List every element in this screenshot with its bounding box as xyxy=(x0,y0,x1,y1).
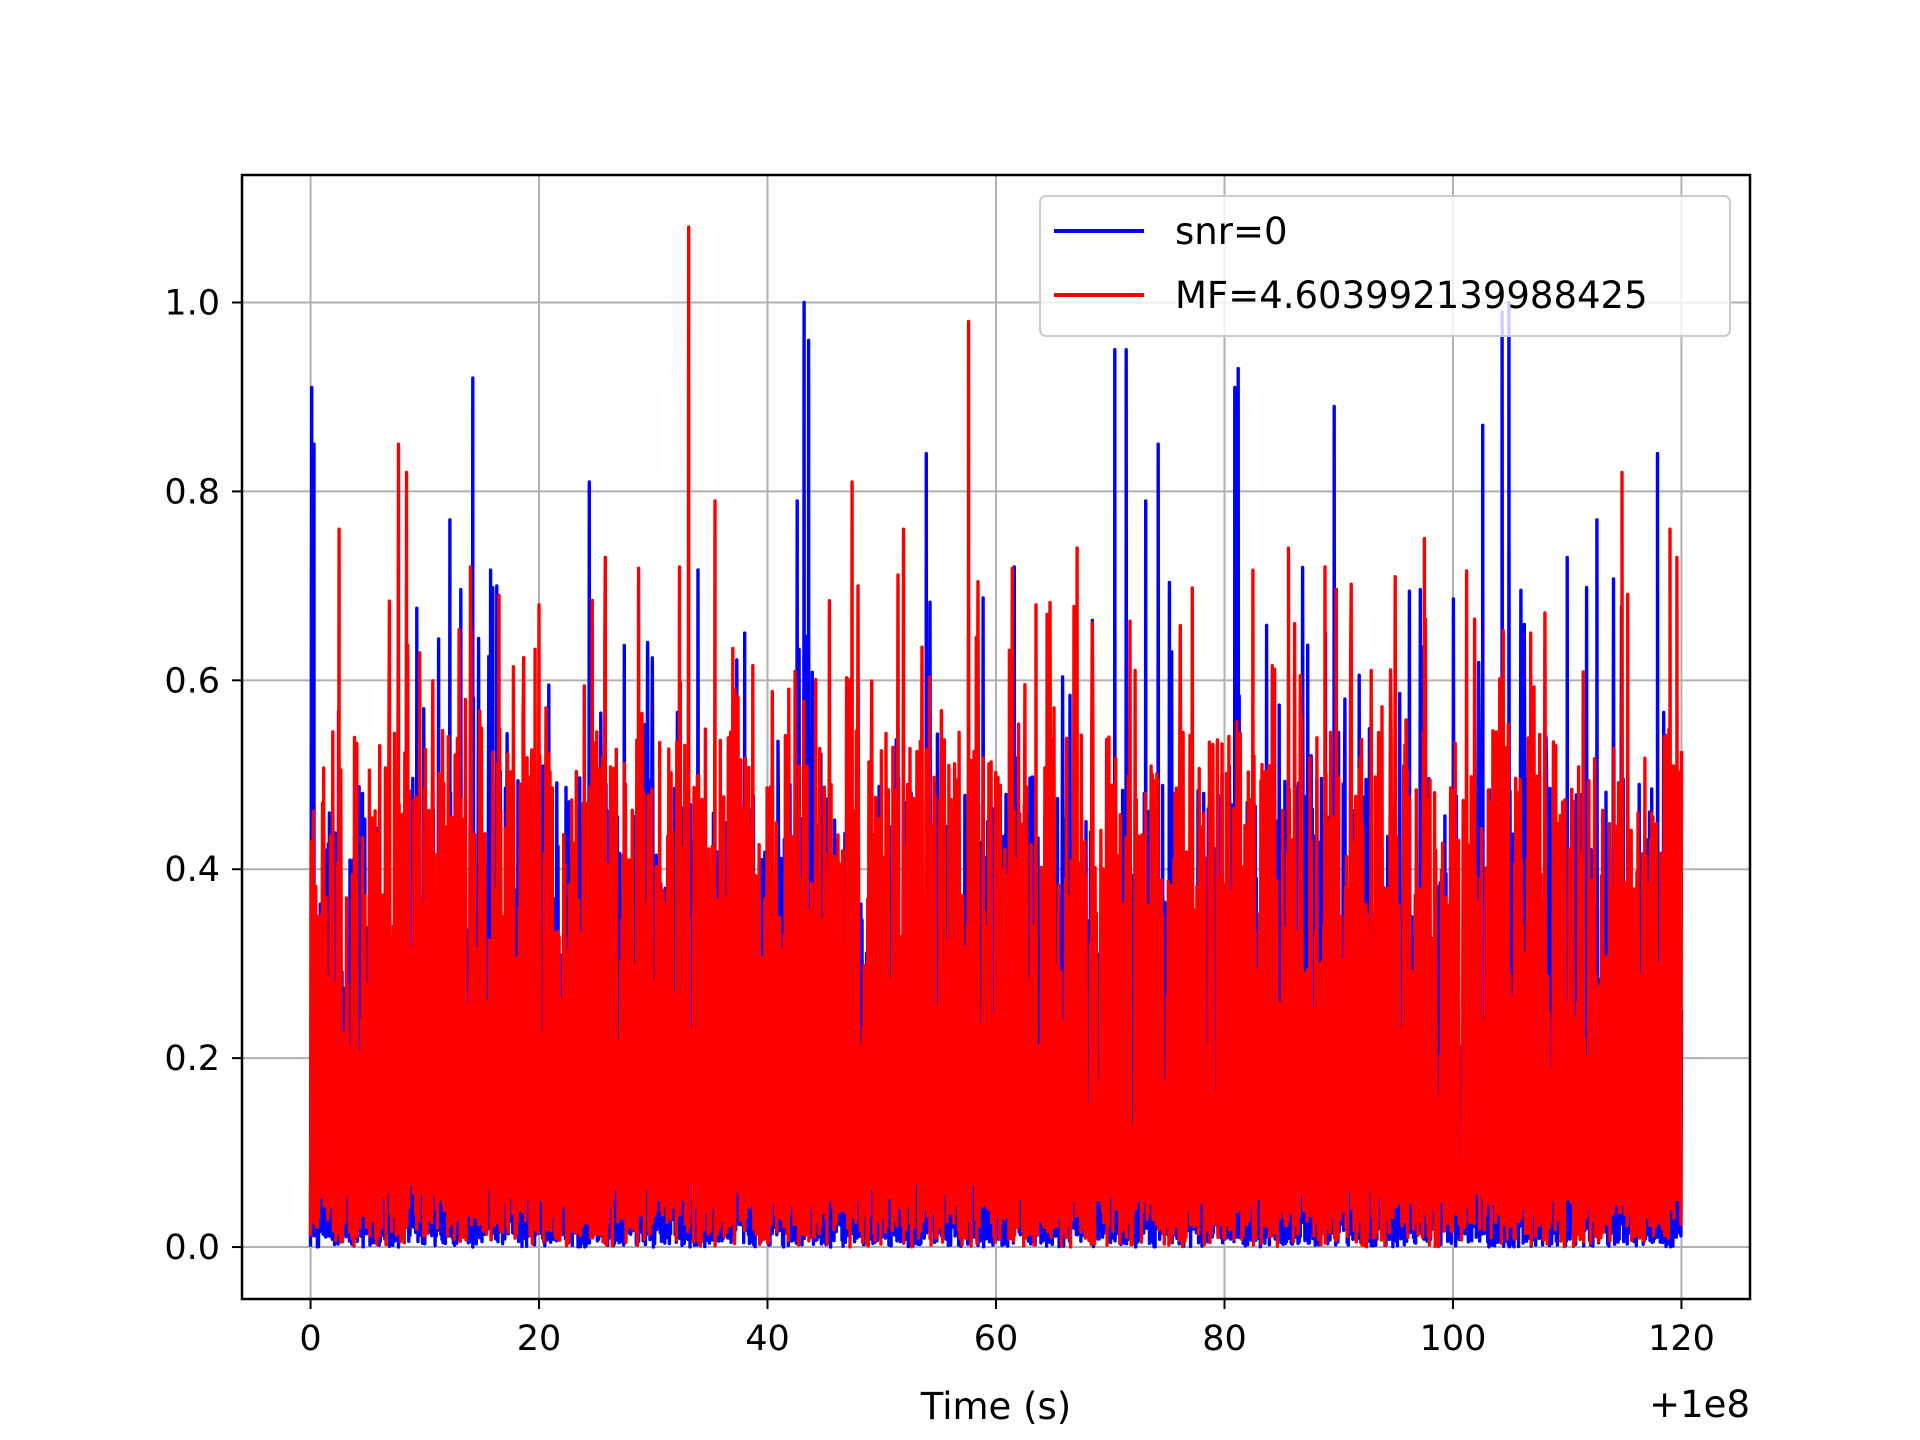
x-axis: 0 20 40 60 80 100 120 xyxy=(299,1299,1715,1359)
x-tick-label: 40 xyxy=(745,1319,790,1359)
y-tick-label: 0.2 xyxy=(164,1039,220,1079)
x-tick-label: 60 xyxy=(974,1319,1019,1359)
series-line-mf xyxy=(308,225,1684,1249)
x-tick-label: 20 xyxy=(517,1319,562,1359)
legend-label-mf: MF=4.603992139988425 xyxy=(1175,274,1648,317)
y-axis: 0.0 0.2 0.4 0.6 0.8 1.0 xyxy=(164,284,242,1268)
x-axis-label: Time (s) xyxy=(920,1385,1071,1428)
x-axis-offset-label: +1e8 xyxy=(1649,1383,1750,1426)
legend-label-snr: snr=0 xyxy=(1175,210,1287,253)
y-tick-label: 0.4 xyxy=(164,850,220,890)
y-tick-label: 0.8 xyxy=(164,472,220,512)
x-tick-label: 0 xyxy=(299,1319,321,1359)
x-tick-label: 120 xyxy=(1648,1319,1715,1359)
legend: snr=0 MF=4.603992139988425 xyxy=(1039,195,1731,337)
series-layer xyxy=(308,225,1684,1249)
x-tick-label: 80 xyxy=(1202,1319,1247,1359)
y-tick-label: 0.0 xyxy=(164,1228,220,1268)
x-tick-label: 100 xyxy=(1420,1319,1487,1359)
y-tick-label: 0.6 xyxy=(164,661,220,701)
y-tick-label: 1.0 xyxy=(164,284,220,324)
legend-box xyxy=(1039,195,1731,337)
